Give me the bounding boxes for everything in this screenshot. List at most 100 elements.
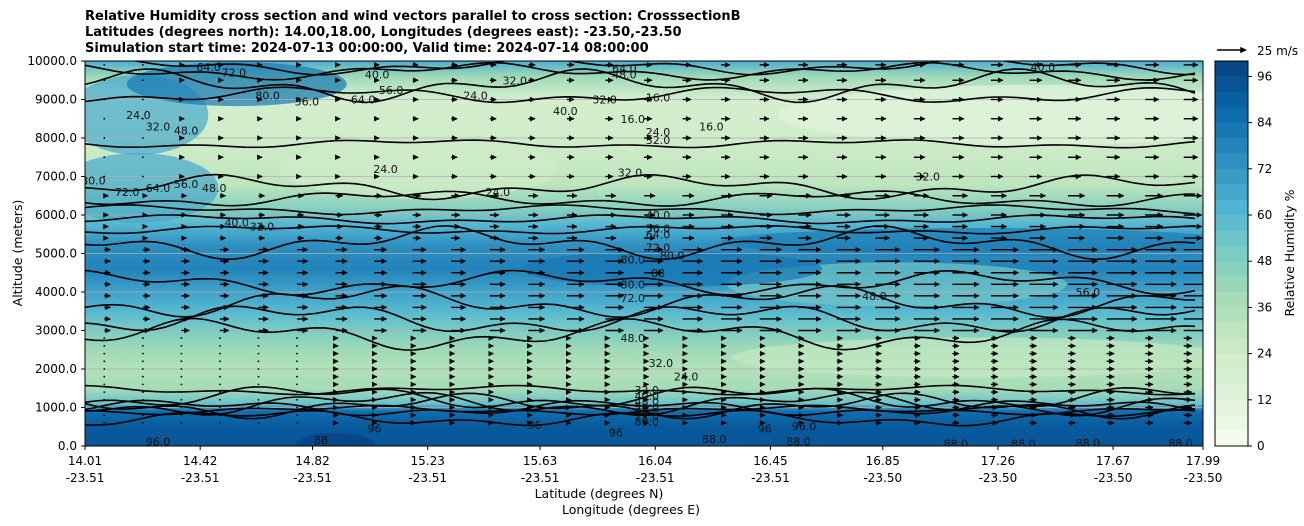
wind-vectors: [103, 62, 1203, 426]
wind-vector: [257, 406, 260, 409]
wind-vector: [141, 414, 144, 417]
contour-label: 56.0: [174, 178, 199, 191]
wind-vector: [141, 117, 144, 120]
wind-vector: [103, 98, 106, 101]
wind-vector: [180, 345, 183, 347]
colorbar-band: [1215, 230, 1248, 246]
contour-label: 48.0: [612, 68, 637, 81]
colorbar-band: [1215, 153, 1248, 169]
colorbar-band: [1215, 61, 1248, 77]
x-tick-label-lon: -23.51: [293, 471, 332, 485]
colorbar-ticks: 0 12 24 36 48 60 72 84 96: [1248, 69, 1272, 453]
wind-vector: [257, 422, 260, 424]
contour-label: 48.0: [862, 290, 887, 303]
colorbar-band: [1215, 76, 1248, 92]
x-tick-label-lon: -23.51: [636, 471, 675, 485]
plot-area: 64.0 72.080.0 56.0 64.056.040.024.040.032.0…: [84, 60, 1204, 448]
contour-label: 88: [314, 434, 328, 447]
x-tick-label-lat: 15.23: [411, 454, 445, 468]
x-tick-label-lat: 16.45: [753, 454, 787, 468]
contour-label: 24.0: [463, 90, 488, 103]
contour-label: 80.0: [621, 253, 646, 266]
contour-line: [85, 269, 1196, 296]
wind-vector: [180, 360, 183, 363]
contour-label: 16.0: [621, 113, 646, 126]
wind-vector: [257, 352, 260, 355]
contour-label: 16.0: [646, 92, 671, 105]
wind-vector: [219, 368, 221, 370]
wind-vector: [296, 360, 298, 363]
chart-title-line-1: Relative Humidity cross section and wind…: [85, 9, 741, 24]
wind-vector: [257, 368, 260, 370]
contour-label: 40.0: [365, 68, 390, 81]
colorbar-band: [1215, 415, 1248, 431]
contour-line: [85, 409, 1196, 427]
contour-label: 48.0: [174, 124, 199, 137]
wind-vector: [219, 398, 221, 401]
colorbar-band: [1215, 322, 1248, 339]
contour-line: [85, 224, 1196, 261]
x-tick-label-lon: -23.51: [181, 471, 220, 485]
x-axis-label-latitude: Latitude (degrees N): [535, 486, 664, 501]
x-tick-label-lon: -23.50: [979, 471, 1018, 485]
wind-vector: [296, 383, 298, 386]
colorbar-tick-label: 36: [1257, 300, 1272, 314]
rh-patch: [522, 250, 823, 287]
wind-vector: [257, 345, 260, 347]
wind-vector: [141, 79, 144, 82]
contour-label: 80.0: [660, 249, 685, 262]
y-tick-label: 0.0: [58, 439, 77, 453]
x-tick-label-lat: 15.63: [523, 454, 557, 468]
colorbar-band: [1215, 292, 1248, 308]
contour-label: 48.0: [635, 396, 660, 409]
wind-vector: [141, 63, 144, 66]
wind-vector: [296, 368, 298, 370]
wind-vector: [180, 422, 183, 424]
y-tick-label: 10000.0: [27, 54, 77, 68]
contour-label: 40.0: [635, 390, 660, 403]
wind-vector: [219, 406, 221, 409]
contour-line: [85, 317, 1196, 351]
wind-vector: [296, 345, 298, 347]
y-axis-ticks: 0.0 1000.0 2000.0 3000.0 4000.0 5000.0 6000.0 7…: [27, 54, 85, 453]
wind-vector: [103, 63, 106, 66]
wind-vector: [141, 337, 144, 340]
contour-label: 32.0: [503, 74, 528, 87]
wind-vector: [141, 175, 144, 178]
y-tick-label: 8000.0: [35, 131, 77, 145]
chart-title-line-3: Simulation start time: 2024-07-13 00:00:…: [85, 41, 649, 56]
y-tick-label: 9000.0: [35, 93, 77, 107]
wind-vector: [141, 156, 144, 159]
y-tick-label: 6000.0: [35, 208, 77, 222]
contour-label: 48.0: [202, 182, 227, 195]
wind-vector: [103, 117, 106, 120]
contour-label: 24.0: [126, 109, 151, 122]
contour-label: 40.0: [224, 217, 249, 230]
wind-vector: [103, 391, 106, 393]
colorbar-band: [1215, 184, 1248, 200]
contour-label: 32.0: [146, 120, 171, 133]
contour-label: 96.0: [146, 435, 171, 448]
contour-label: 24.0: [373, 163, 398, 176]
wind-vector: [103, 383, 106, 386]
colorbar-band: [1215, 338, 1248, 354]
wind-vector: [257, 414, 260, 417]
contour-label: 88.0: [786, 435, 811, 448]
x-tick-label-lon: -23.51: [751, 471, 790, 485]
contour-label: 32.0: [592, 94, 617, 107]
wind-vector: [103, 345, 106, 347]
contour-label: 80.0: [635, 415, 660, 428]
wind-vector: [141, 422, 144, 424]
colorbar-band: [1215, 168, 1248, 185]
colorbar-band: [1215, 369, 1248, 385]
wind-vector: [296, 414, 298, 417]
contour-label: 72.0: [646, 242, 671, 255]
contour-label: 40.0: [1031, 61, 1056, 74]
wind-vector: [219, 414, 221, 417]
x-tick-label-lon: -23.51: [408, 471, 447, 485]
x-tick-label-lat: 14.82: [295, 454, 329, 468]
wind-vector: [219, 360, 221, 363]
contour-label: 64.0: [612, 63, 637, 76]
x-tick-label-lat: 17.26: [981, 454, 1015, 468]
colorbar-band: [1215, 384, 1248, 400]
